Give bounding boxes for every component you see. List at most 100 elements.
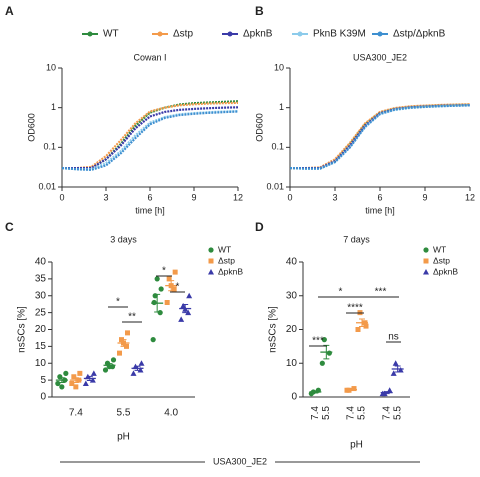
y-tick-label: 10: [46, 62, 56, 72]
legend-label: WT: [218, 244, 231, 254]
significance-label: **: [128, 312, 136, 323]
y-tick-label: 10: [274, 62, 284, 72]
dot: [186, 292, 193, 299]
x-tick-label: 7.4: [381, 406, 392, 420]
error-bar: [348, 388, 354, 391]
dot: [77, 370, 83, 376]
error-bar: [86, 375, 93, 381]
legend-label: Δstp: [433, 255, 450, 265]
y-tick-label: 0.01: [38, 181, 56, 191]
significance-label: *: [176, 282, 180, 293]
legend-marker: [227, 31, 233, 37]
dot: [71, 374, 77, 380]
x-tick-label: 5.5: [357, 406, 368, 420]
y-tick-label: 30: [35, 290, 47, 301]
growth-curve: [62, 106, 239, 170]
dot: [73, 384, 79, 390]
dot: [164, 300, 170, 305]
error-bar: [394, 365, 401, 373]
y-axis-title: OD600: [26, 113, 36, 142]
chart-title: 7 days: [343, 234, 370, 244]
footer-label: USA300_JE2: [213, 456, 267, 466]
dot: [90, 370, 97, 376]
error-bar: [72, 377, 79, 383]
legend-marker: [423, 247, 429, 253]
y-tick-label: 10: [286, 358, 298, 369]
chart-title: Cowan I: [133, 52, 166, 62]
dot: [326, 350, 332, 356]
y-tick-label: 0.1: [271, 142, 284, 152]
y-tick-label: 15: [35, 341, 47, 352]
legend-label: Δstp/ΔpknB: [393, 29, 446, 40]
error-bar: [154, 293, 161, 313]
x-tick-label: 0: [59, 192, 64, 202]
panel-label: B: [255, 4, 264, 18]
y-axis-title: nsSCs [%]: [17, 306, 28, 353]
legend-marker: [297, 31, 303, 37]
dot: [151, 299, 157, 306]
y-axis-title: nsSCs [%]: [268, 306, 279, 353]
legend-label: WT: [433, 244, 446, 254]
y-tick-label: 10: [35, 358, 47, 369]
dot: [178, 316, 185, 322]
legend-marker: [208, 269, 214, 275]
legend-marker: [423, 269, 429, 275]
dot: [397, 367, 404, 373]
x-tick-label: 4.0: [164, 408, 178, 419]
dot: [158, 286, 164, 292]
footer-bg: [205, 455, 275, 469]
dot: [55, 380, 61, 387]
x-tick-label: 12: [465, 192, 475, 202]
dot: [59, 384, 65, 390]
dot: [319, 360, 325, 366]
growth-curve: [61, 110, 239, 171]
significance-label: ns: [388, 332, 399, 343]
dot: [117, 350, 122, 356]
legend-label: ΔpknB: [243, 29, 273, 40]
legend-label: Δstp: [173, 29, 193, 40]
dot: [172, 269, 178, 275]
dot: [150, 337, 156, 343]
y-tick-label: 35: [35, 274, 47, 285]
x-axis-title: pH: [350, 440, 363, 451]
y-tick-label: 40: [35, 257, 47, 268]
growth-curve: [62, 101, 239, 170]
x-tick-label: 9: [191, 192, 196, 202]
x-axis-title: time [h]: [135, 205, 165, 215]
chart-title: 3 days: [110, 234, 137, 244]
growth-curve: [289, 104, 471, 170]
x-tick-label: 5.5: [117, 408, 131, 419]
dot: [390, 370, 397, 376]
significance-label: *: [116, 297, 120, 308]
x-tick-label: 7.4: [69, 408, 83, 419]
legend-marker: [423, 258, 429, 264]
y-axis-title: OD600: [254, 113, 264, 142]
dot: [363, 323, 369, 329]
y-tick-label: 20: [35, 324, 47, 335]
y-tick-label: 40: [286, 257, 298, 268]
y-tick-label: 20: [286, 324, 298, 335]
error-bar: [312, 390, 319, 394]
y-tick-label: 0: [291, 392, 297, 403]
dot: [171, 286, 177, 292]
legend-label: Δstp: [218, 255, 235, 265]
error-bar: [359, 318, 365, 327]
y-tick-label: 0: [40, 392, 46, 403]
legend-marker: [208, 247, 214, 253]
x-tick-label: 3: [103, 192, 108, 202]
x-axis-title: time [h]: [365, 205, 395, 215]
legend-marker: [377, 31, 383, 37]
growth-curve: [61, 109, 239, 171]
legend-label: PknB K39M: [313, 29, 366, 40]
x-tick-label: 9: [422, 192, 427, 202]
legend-marker: [208, 258, 214, 264]
dot: [157, 310, 163, 316]
significance-label: ****: [347, 303, 363, 314]
y-tick-label: 5: [40, 375, 46, 386]
dot: [166, 276, 172, 282]
dot: [89, 377, 96, 383]
x-tick-label: 0: [287, 192, 292, 202]
panel-label: D: [255, 220, 264, 234]
x-tick-label: 6: [377, 192, 382, 202]
x-tick-label: 3: [332, 192, 337, 202]
